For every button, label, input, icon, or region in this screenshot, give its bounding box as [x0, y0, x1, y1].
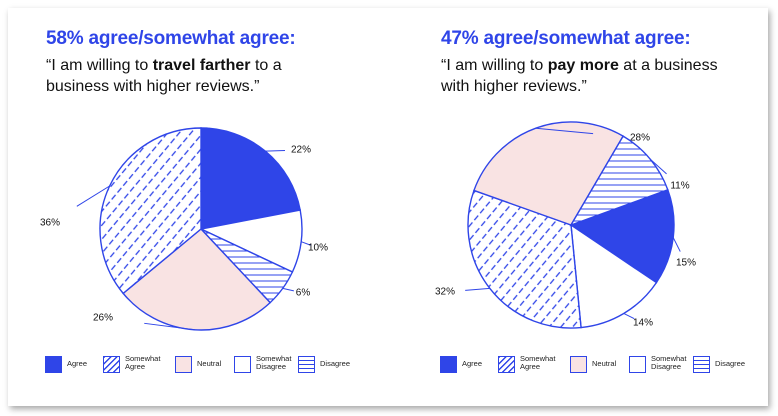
- pie-chart-pay: 15% 14% 32% 28% 11%: [435, 121, 696, 329]
- legend-label: Disagree: [320, 359, 351, 368]
- data-label: 28%: [630, 133, 650, 144]
- legend-swatch: [234, 356, 251, 373]
- pie-slice-somewhat-agree: [99, 127, 202, 295]
- leader-line: [535, 127, 594, 135]
- quote-post: at a business with higher reviews.”: [441, 57, 718, 95]
- headline: 58% agree/somewhat agree:: [46, 28, 296, 49]
- quote: “I am willing to travel farther to a bus…: [46, 55, 346, 97]
- data-label: 26%: [93, 313, 113, 324]
- legend-swatch: [45, 356, 62, 373]
- pie-slice-disagree: [569, 135, 669, 227]
- legend-swatch: [440, 356, 457, 373]
- data-label: 14%: [633, 318, 653, 329]
- data-label: 11%: [670, 181, 689, 192]
- legend-label: Somewhat Disagree: [256, 354, 292, 371]
- legend-swatch: [570, 356, 587, 373]
- data-label: 32%: [435, 287, 455, 298]
- leader-line: [76, 185, 110, 207]
- legend-label: Neutral: [197, 359, 222, 368]
- leader-line: [144, 322, 195, 331]
- legend-label: Somewhat Disagree: [651, 354, 687, 371]
- leader-line: [672, 237, 681, 252]
- leader-line: [465, 287, 490, 291]
- data-label: 6%: [296, 288, 311, 299]
- legend-swatch: [298, 356, 315, 373]
- data-label: 22%: [291, 145, 311, 156]
- quote: “I am willing to pay more at a business …: [441, 55, 741, 97]
- survey-card: 58% agree/somewhat agree: “I am willing …: [8, 8, 768, 406]
- leader-line: [623, 313, 635, 320]
- legend-label: Somewhat Agree: [125, 354, 161, 371]
- legend-label: Neutral: [592, 359, 617, 368]
- pie-slice-neutral: [122, 228, 272, 331]
- legend-label: Somewhat Agree: [520, 354, 556, 371]
- data-label: 10%: [308, 243, 328, 254]
- leader-line: [649, 158, 667, 175]
- headline: 47% agree/somewhat agree:: [441, 28, 691, 49]
- quote-pre: “I am willing to: [46, 57, 153, 74]
- data-label: 15%: [676, 258, 696, 269]
- legend-label: Disagree: [715, 359, 746, 368]
- quote-pre: “I am willing to: [441, 57, 548, 74]
- legend-swatch: [103, 356, 120, 373]
- panel-pay-more: 47% agree/somewhat agree: “I am willing …: [388, 8, 768, 406]
- legend-label: Agree: [67, 359, 88, 368]
- data-label: 36%: [40, 218, 60, 229]
- leader-line: [282, 287, 294, 292]
- legend-label: Agree: [462, 359, 483, 368]
- quote-bold: pay more: [547, 57, 619, 74]
- legend-swatch: [498, 356, 515, 373]
- quote-post: to a business with higher reviews.”: [46, 57, 282, 95]
- pie-chart-travel: 22% 10% 6% 26% 36%: [40, 127, 328, 331]
- pie-slice-somewhat-agree: [467, 189, 582, 329]
- legend-swatch: [175, 356, 192, 373]
- leader-line: [301, 241, 311, 246]
- leader-line: [265, 150, 285, 152]
- pie-slice-agree: [200, 127, 302, 230]
- pie-slice-somewhat-disagree: [570, 223, 658, 329]
- legend-swatch: [629, 356, 646, 373]
- legend-swatch: [693, 356, 710, 373]
- panel-travel-farther: 58% agree/somewhat agree: “I am willing …: [8, 8, 388, 406]
- quote-bold: travel farther: [152, 57, 251, 74]
